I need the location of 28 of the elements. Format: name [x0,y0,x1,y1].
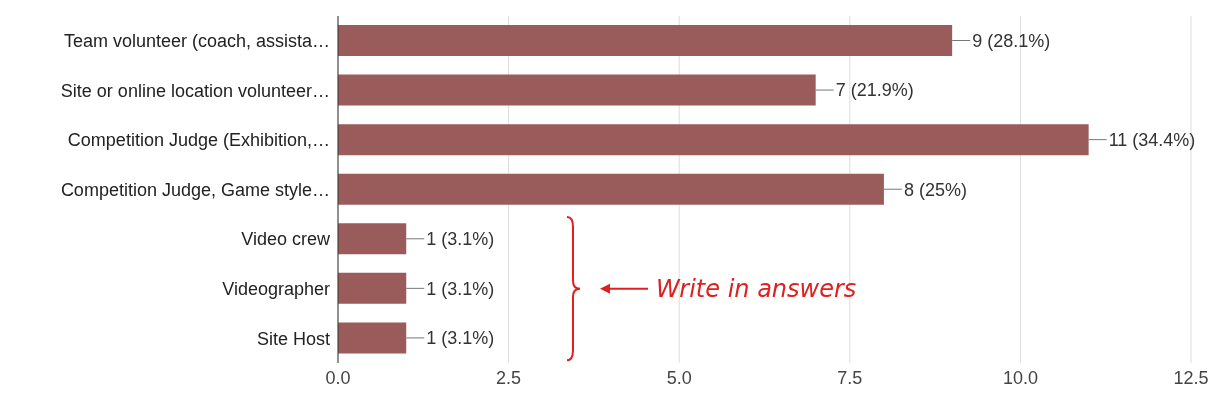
data-label: 1 (3.1%) [426,328,495,349]
data-label: 11 (34.4%) [1108,129,1196,150]
data-label: 8 (25%) [903,179,967,200]
bar [338,173,884,205]
data-label: 9 (28.1%) [972,30,1051,51]
y-tick-label: Video crew [241,229,331,250]
bar [338,223,407,255]
bar [338,124,1089,156]
bar [338,25,953,56]
data-label: 7 (21.9%) [835,80,914,101]
x-tick-label: 0.0 [325,367,351,388]
x-tick-label: 5.0 [666,367,692,388]
annotation: Write in answers [656,275,857,304]
y-tick-label: Competition Judge (Exhibition,… [67,130,330,151]
y-tick-label: Team volunteer (coach, assista… [63,31,330,52]
x-tick-label: 12.5 [1173,367,1209,388]
y-tick-label: Site or online location volunteer… [60,80,330,101]
data-label: 1 (3.1%) [426,278,495,299]
y-tick-label: Site Host [256,328,330,349]
bar [338,74,816,106]
bar [338,322,407,354]
x-tick-label: 2.5 [496,367,522,388]
x-tick-label: 7.5 [837,367,863,388]
bar [338,272,407,304]
y-tick-label: Competition Judge, Game style… [60,179,330,200]
y-tick-label: Videographer [222,279,330,300]
data-label: 1 (3.1%) [426,229,495,250]
x-tick-label: 10.0 [1002,367,1038,388]
